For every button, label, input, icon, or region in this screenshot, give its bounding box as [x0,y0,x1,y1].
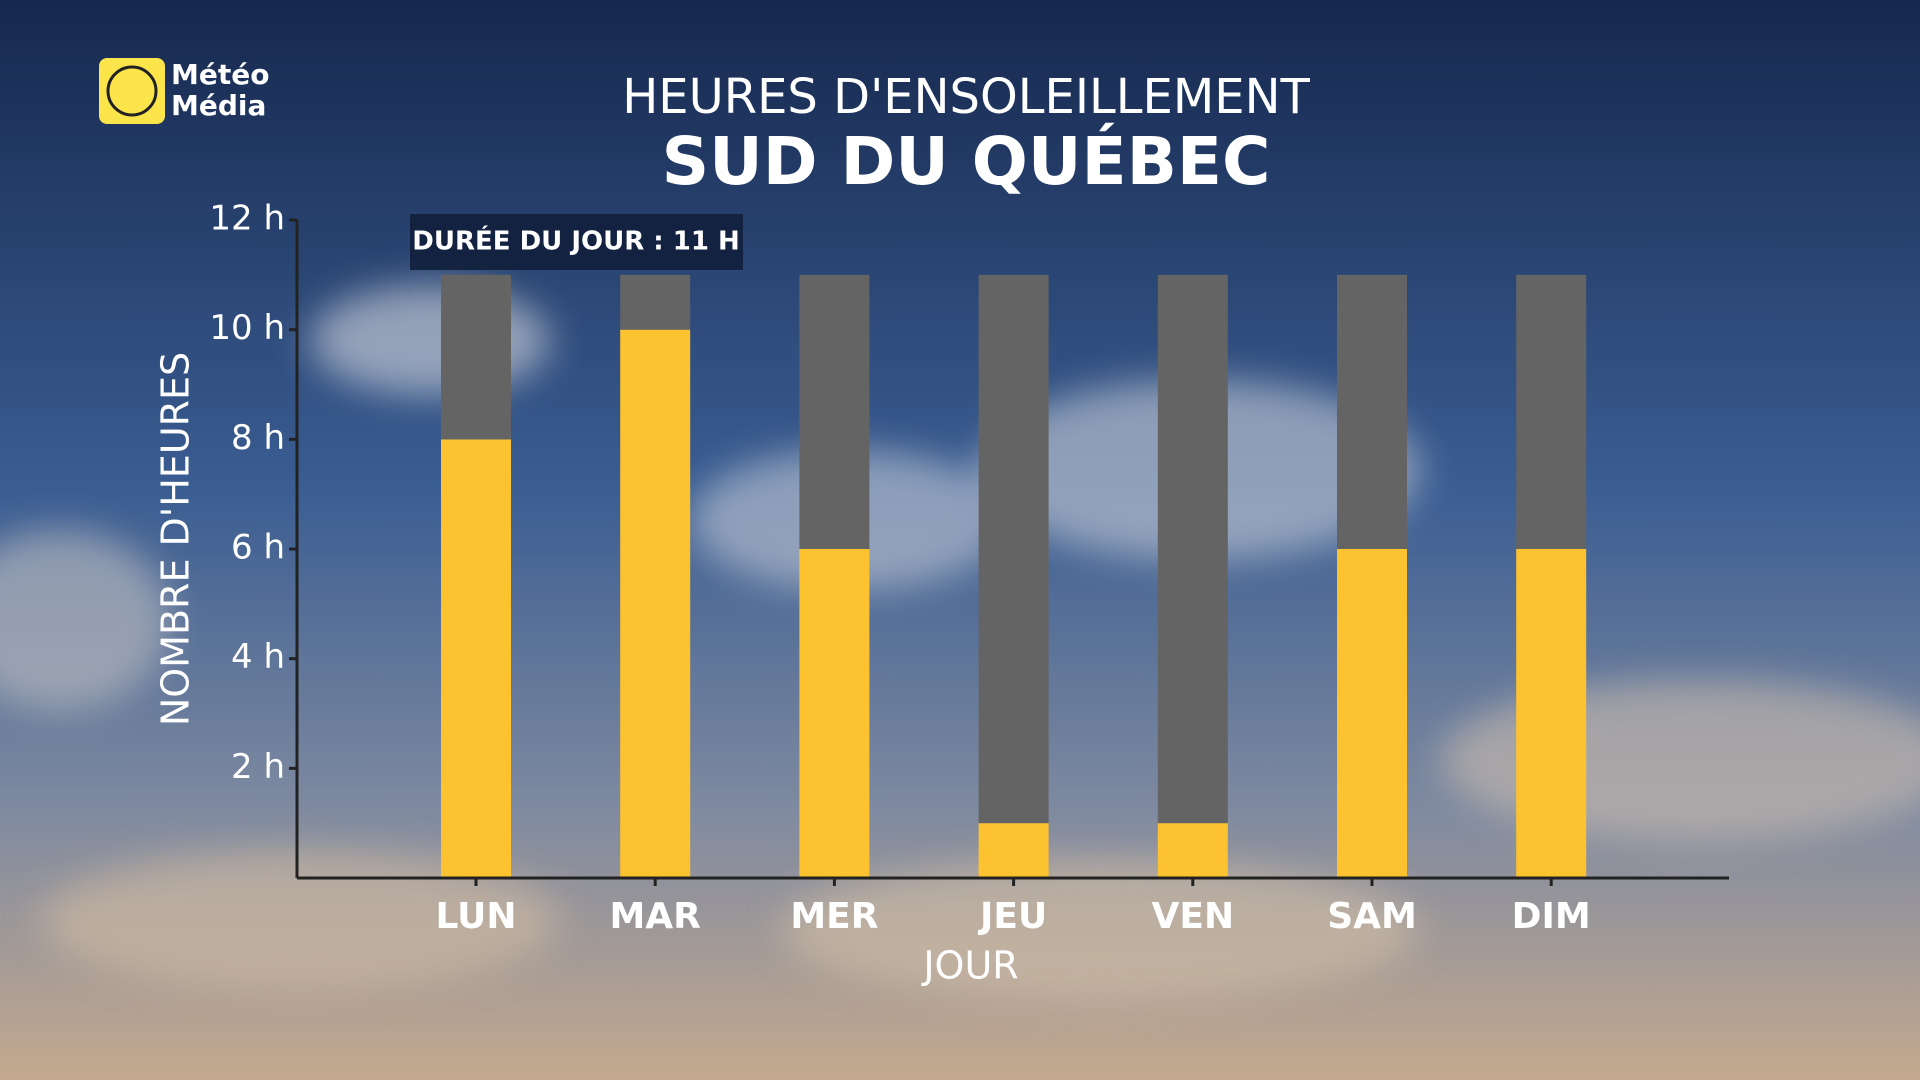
annotation: DURÉE DU JOUR : 11 H [412,225,739,257]
x-axis-label: JOUR [921,944,1018,988]
chart-title: HEURES D'ENSOLEILLEMENT [622,69,1310,125]
bar-segment [441,439,511,878]
clouds [0,285,1920,1000]
y-tick-label: 10 h [209,308,285,348]
x-tick-label: SAM [1327,896,1417,937]
x-tick-label: MAR [609,896,700,937]
x-tick-label: VEN [1152,896,1235,937]
bar-segment [1157,274,1228,824]
y-axis-label: NOMBRE D'HEURES [154,352,198,726]
logo-text: Météo [171,58,269,91]
logo-text: Média [171,89,266,122]
y-tick-label: 6 h [231,528,285,568]
x-tick-label: DIM [1512,896,1591,937]
bar-segment [1337,549,1407,878]
bar-segment [978,274,1049,824]
annotation-box [410,214,743,270]
bar-segment [799,549,870,878]
x-tick-label: JEU [977,896,1047,937]
bar-segment [1516,274,1587,549]
x-tick-label: LUN [435,896,516,937]
y-tick-label: 12 h [209,199,285,239]
bar-segment [620,329,691,879]
bar-segment [1516,549,1587,878]
bar-segment [1157,823,1228,878]
bar-segment [441,274,511,440]
y-tick-label: 2 h [231,747,285,787]
logo-globe [106,65,158,117]
y-tick-label: 4 h [231,637,285,677]
y-tick-label: 8 h [231,418,285,458]
chart-subtitle: SUD DU QUÉBEC [662,122,1271,200]
bar-segment [1337,274,1407,549]
bar-segment [620,274,691,330]
bar-segment [799,274,870,549]
bar-segment [978,823,1049,878]
x-tick-label: MER [790,896,878,937]
